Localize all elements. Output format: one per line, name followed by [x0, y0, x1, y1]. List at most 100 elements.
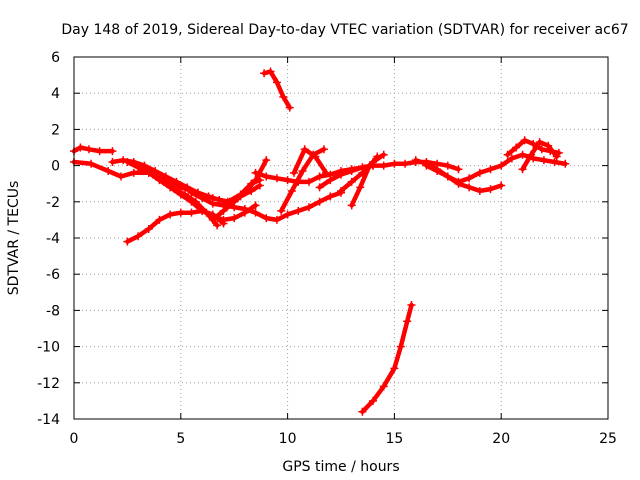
data-point [486, 165, 495, 174]
data-point [535, 138, 544, 147]
data-point [95, 147, 104, 156]
data-point [520, 136, 529, 145]
series-line [125, 208, 226, 244]
data-point [272, 174, 281, 183]
data-point [518, 150, 527, 159]
data-point [390, 159, 399, 168]
data-point [539, 156, 548, 165]
data-point [407, 300, 416, 309]
data-point [213, 221, 222, 230]
data-point [230, 214, 239, 223]
data-point [337, 170, 345, 179]
data-point [187, 208, 196, 217]
data-point [123, 157, 132, 166]
data-point [401, 159, 410, 168]
data-point [208, 199, 217, 208]
data-point [183, 183, 192, 192]
data-point [390, 364, 399, 373]
x-tick-label: 15 [385, 431, 403, 447]
data-point [379, 161, 388, 170]
series-track-16 [411, 150, 570, 186]
data-point [326, 192, 335, 201]
series-line [210, 157, 269, 223]
data-point [298, 167, 307, 176]
data-point [272, 215, 281, 224]
data-point [287, 186, 296, 195]
data-point [550, 157, 559, 166]
data-point [315, 183, 324, 192]
data-point [161, 172, 170, 181]
data-point [527, 150, 536, 159]
data-point [403, 317, 412, 326]
data-point [87, 159, 96, 168]
data-point [84, 145, 93, 154]
data-point [347, 167, 356, 176]
y-tick-label: -6 [46, 267, 60, 283]
series-track-19 [260, 67, 294, 112]
data-point [552, 152, 561, 161]
data-point [285, 103, 294, 112]
data-point [396, 342, 405, 351]
data-point [119, 156, 128, 165]
data-point [283, 210, 292, 219]
data-point [304, 177, 313, 186]
tick-labels: 0 5 10 15 20 25 -14 -12 -10 -8 -6 -4 -2 0 2 4 6 [37, 50, 617, 447]
data-point [364, 163, 373, 172]
data-point [134, 232, 143, 241]
y-tick-label: -14 [37, 412, 60, 428]
data-point [294, 206, 303, 215]
y-tick-label: -8 [46, 303, 60, 319]
data-point [475, 168, 484, 177]
data-point [503, 150, 512, 159]
data-point [537, 145, 546, 154]
series-track-7 [187, 188, 345, 224]
data-point [149, 170, 158, 179]
data-point [486, 185, 495, 194]
data-point [433, 165, 442, 174]
data-point [290, 168, 299, 177]
series-track-6 [123, 206, 228, 246]
y-tick-label: -12 [37, 376, 60, 392]
data-point [176, 208, 185, 217]
data-point [230, 197, 239, 206]
data-point [166, 210, 175, 219]
data-point [260, 69, 269, 78]
x-tick-label: 20 [492, 431, 510, 447]
data-point [347, 177, 356, 186]
data-point [272, 78, 281, 87]
y-tick-label: -10 [37, 340, 60, 356]
grid [74, 57, 608, 419]
data-point [283, 176, 292, 185]
y-axis-title: SDTVAR / TECUs [6, 181, 22, 296]
data-point [358, 407, 367, 416]
data-point [138, 163, 147, 172]
data-point [300, 145, 309, 154]
data-point [172, 177, 181, 186]
data-point [144, 224, 153, 233]
y-tick-label: 0 [51, 159, 60, 175]
data-point [240, 188, 249, 197]
data-point [315, 197, 324, 206]
data-point [251, 201, 260, 210]
data-point [279, 92, 288, 101]
data-point [104, 167, 113, 176]
series-track-18 [518, 138, 561, 174]
data-point [422, 159, 431, 168]
data-point [443, 161, 452, 170]
data-point [311, 152, 320, 161]
data-point [219, 219, 228, 228]
data-point [251, 168, 260, 177]
data-point [356, 183, 365, 192]
series-track-14 [347, 152, 382, 210]
data-point [262, 214, 271, 223]
data-point [497, 181, 506, 190]
data-point [76, 143, 85, 152]
data-point [240, 205, 249, 214]
data-point [170, 185, 179, 194]
data-point [322, 168, 331, 177]
data-point [266, 67, 275, 76]
x-tick-label: 0 [70, 431, 79, 447]
data-point [255, 181, 264, 190]
